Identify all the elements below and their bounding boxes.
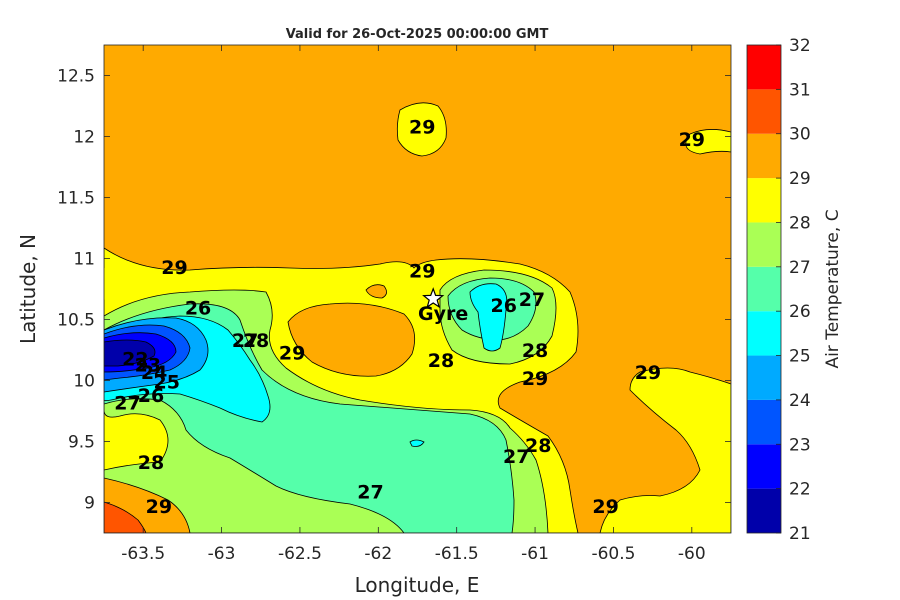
y-tick-label: 10 (73, 372, 95, 392)
colorbar-swatch (747, 355, 781, 400)
colorbar-tick-label: 23 (789, 435, 811, 455)
contour-label: 27 (357, 482, 383, 504)
y-axis-label: Latitude, N (16, 234, 40, 344)
contour-label: 27 (232, 330, 258, 352)
y-tick-label: 9 (84, 494, 95, 514)
x-tick-label: -60.5 (591, 544, 635, 564)
colorbar-swatch (747, 488, 781, 533)
x-tick-label: -62.5 (278, 544, 322, 564)
x-tick-label: -60 (678, 544, 706, 564)
x-tick-label: -62 (364, 544, 392, 564)
colorbar-swatch (747, 133, 781, 179)
colorbar-ticks: 21 22 23 24 25 26 27 28 29 30 31 32 (776, 36, 811, 544)
colorbar-tick-label: 27 (789, 258, 811, 278)
plot-frame (103, 44, 732, 534)
contour-label: 28 (525, 435, 551, 457)
contour-label: 29 (592, 496, 618, 518)
colorbar-swatch (747, 311, 781, 356)
contour-label: 28 (243, 330, 269, 352)
y-axis-ticks: 9 9.5 10 10.5 11 11.5 12 12.5 (57, 67, 731, 514)
contour-label: 27 (519, 289, 545, 311)
contour-label: 26 (490, 295, 516, 317)
band-25-26-dot (409, 439, 425, 447)
contour-label: 29 (635, 362, 661, 384)
contour-label: 29 (409, 261, 435, 283)
y-tick-label: 10.5 (57, 311, 95, 331)
colorbar-swatch (747, 45, 781, 90)
contour-label: 29 (161, 257, 187, 279)
contour-label: 28 (428, 350, 454, 372)
contour-label: 27 (114, 392, 140, 414)
colorbar-tick-label: 21 (789, 524, 811, 544)
band-21-22 (104, 339, 156, 367)
contour-label: 29 (409, 117, 435, 139)
y-tick-label: 11.5 (57, 189, 95, 209)
colorbar-tick-label: 29 (789, 169, 811, 189)
y-tick-label: 12 (73, 128, 95, 148)
colorbar-tick-label: 22 (789, 480, 811, 500)
band-30-southwest (104, 501, 147, 533)
x-axis-label: Longitude, E (355, 573, 480, 597)
station-marker: Gyre (418, 287, 468, 325)
marker-label: Gyre (418, 303, 468, 325)
corner-contour-29-east (685, 129, 731, 155)
y-tick-label: 11 (73, 250, 95, 270)
colorbar (747, 45, 781, 533)
contour-label: 29 (146, 496, 172, 518)
colorbar-frame (746, 44, 782, 534)
contour-label: 29 (522, 368, 548, 390)
x-tick-label: -61.5 (435, 544, 479, 564)
colorbar-label: Air Temperature, C (823, 209, 843, 368)
x-tick-label: -61 (521, 544, 549, 564)
pocket-29-center (287, 302, 416, 377)
contour-label: 29 (679, 129, 705, 151)
contour-label: 22 (122, 349, 148, 371)
colorbar-tick-label: 28 (789, 213, 811, 233)
y-tick-label: 9.5 (68, 433, 95, 453)
band-25-26-east-cell (469, 283, 508, 352)
colorbar-swatch (747, 89, 781, 134)
star-marker-icon (422, 287, 445, 309)
colorbar-swatch (747, 444, 781, 489)
colorbar-tick-label: 26 (789, 302, 811, 322)
contour-label: 27 (503, 446, 529, 468)
contour-label: 24 (141, 362, 167, 384)
colorbar-swatch (747, 178, 781, 223)
colorbar-swatch (747, 222, 781, 267)
contour-label: 26 (138, 385, 164, 407)
pocket-29-small (365, 284, 387, 299)
colorbar-tick-label: 30 (789, 125, 811, 145)
colorbar-swatch (747, 266, 781, 312)
colorbar-tick-label: 32 (789, 36, 811, 56)
colorbar-tick-label: 31 (789, 80, 811, 100)
contour-label: 26 (185, 297, 211, 319)
colorbar-tick-label: 25 (789, 347, 811, 367)
contour-label: 23 (135, 355, 161, 377)
contour-label: 29 (279, 342, 305, 364)
contour-label: 28 (522, 340, 548, 362)
contour-label: 28 (138, 452, 164, 474)
colorbar-swatch (747, 399, 781, 445)
chart-title: Valid for 26-Oct-2025 00:00:00 GMT (286, 27, 549, 42)
x-axis-ticks: -63.5 -63 -62.5 -62 -61.5 -61 -60.5 -60 (121, 45, 706, 564)
colorbar-tick-label: 24 (789, 391, 811, 411)
y-tick-label: 12.5 (57, 67, 95, 87)
island-contour-29-north (396, 102, 447, 157)
contour-label: 25 (153, 372, 179, 394)
x-tick-label: -63.5 (121, 544, 165, 564)
x-tick-label: -63 (208, 544, 236, 564)
band-28-29-west (104, 268, 130, 300)
contour-plot-area (104, 45, 731, 533)
